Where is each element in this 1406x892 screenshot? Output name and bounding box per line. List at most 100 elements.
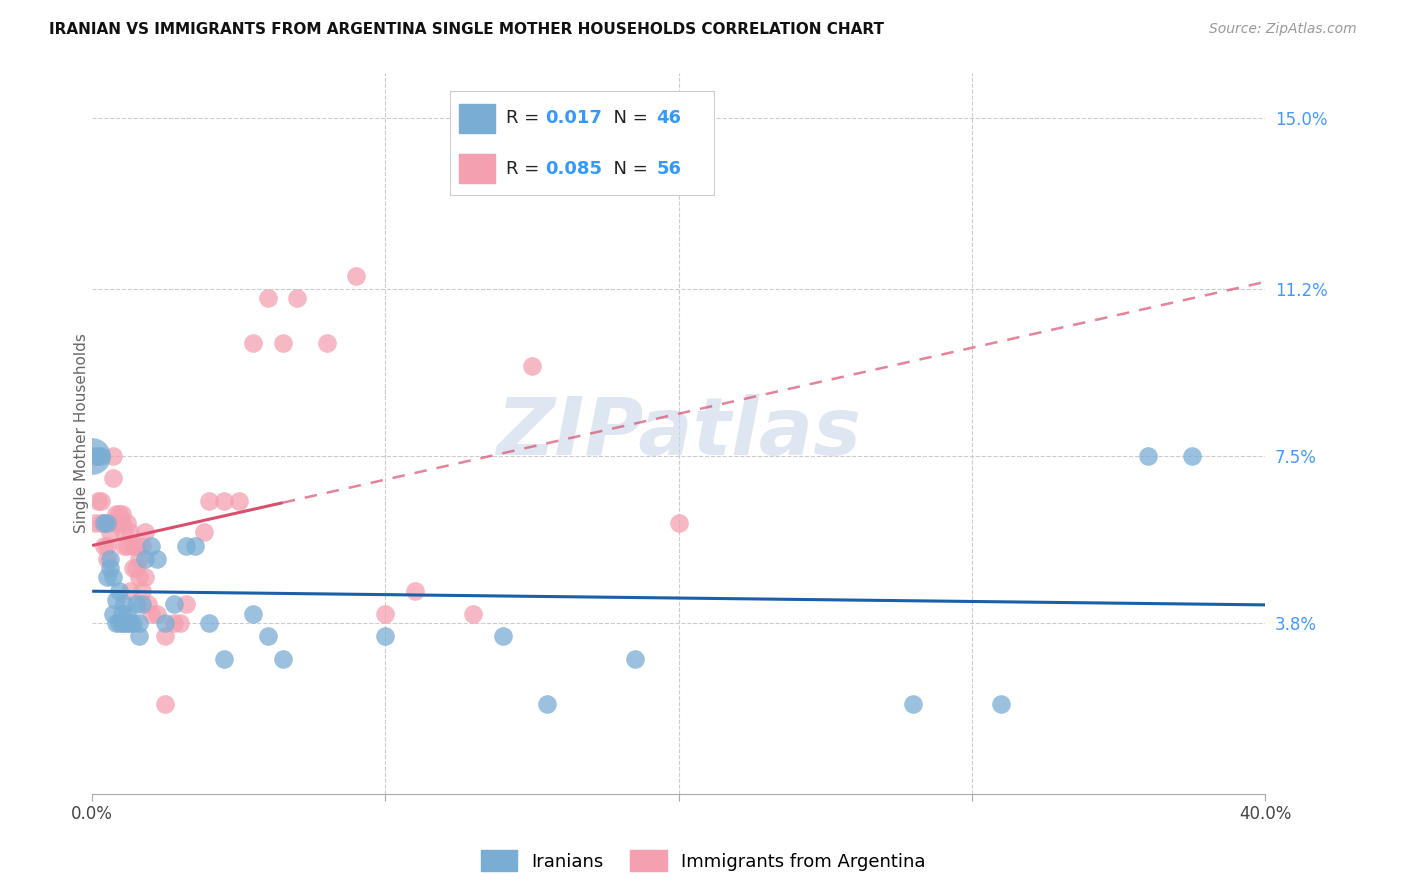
Point (271, 336, 294, 351)
Point (90, 516, 112, 531)
Point (110, 508, 132, 522)
Point (257, 291, 280, 305)
Point (271, 651, 294, 665)
Point (163, 598, 186, 612)
Point (114, 598, 136, 612)
Point (117, 539, 139, 553)
Point (87, 449, 110, 463)
Point (120, 525, 142, 540)
Point (1181, 449, 1204, 463)
Point (104, 593, 127, 607)
Point (287, 291, 309, 305)
Point (128, 570, 150, 584)
Point (101, 570, 124, 584)
Point (145, 607, 167, 621)
Point (128, 615, 150, 630)
Point (169, 615, 191, 630)
Point (155, 697, 177, 711)
Point (122, 561, 145, 575)
Point (134, 552, 156, 566)
Point (90, 449, 112, 463)
Point (257, 629, 280, 643)
Point (155, 629, 177, 643)
Point (107, 516, 129, 531)
Point (104, 516, 127, 531)
Text: 46: 46 (657, 110, 682, 128)
Point (104, 615, 127, 630)
Point (104, 508, 127, 522)
Point (125, 561, 148, 575)
Point (87, 494, 110, 508)
Point (374, 607, 396, 621)
Point (117, 516, 139, 531)
Point (84, 449, 107, 463)
Point (114, 615, 136, 630)
Legend: Iranians, Immigrants from Argentina: Iranians, Immigrants from Argentina (474, 843, 932, 879)
Point (315, 336, 337, 351)
Point (134, 525, 156, 540)
Point (520, 359, 543, 373)
Point (212, 494, 235, 508)
Point (198, 615, 221, 630)
Text: N =: N = (602, 110, 654, 128)
Point (155, 615, 177, 630)
Point (1136, 449, 1159, 463)
FancyBboxPatch shape (450, 91, 714, 195)
Bar (460, 154, 495, 183)
Point (122, 539, 145, 553)
Point (96, 552, 118, 566)
Point (623, 651, 645, 665)
Text: IRANIAN VS IMMIGRANTS FROM ARGENTINA SINGLE MOTHER HOUSEHOLDS CORRELATION CHART: IRANIAN VS IMMIGRANTS FROM ARGENTINA SIN… (49, 22, 884, 37)
Point (117, 615, 139, 630)
Text: 56: 56 (657, 160, 682, 178)
Text: 0.017: 0.017 (546, 110, 602, 128)
Point (374, 629, 396, 643)
Point (128, 629, 150, 643)
Point (131, 539, 153, 553)
Point (134, 570, 156, 584)
Point (90, 494, 112, 508)
Point (145, 552, 167, 566)
Point (536, 697, 558, 711)
Point (139, 539, 162, 553)
Text: R =: R = (506, 110, 546, 128)
Point (198, 494, 221, 508)
Point (228, 494, 250, 508)
Point (107, 615, 129, 630)
Point (131, 584, 153, 599)
Point (903, 697, 925, 711)
Point (242, 336, 264, 351)
Point (82, 449, 104, 463)
Point (128, 552, 150, 566)
Point (107, 584, 129, 599)
Point (174, 598, 197, 612)
Point (93, 516, 115, 531)
Point (120, 615, 142, 630)
Point (84, 516, 107, 531)
Point (131, 598, 153, 612)
Text: 0.085: 0.085 (546, 160, 602, 178)
Point (96, 539, 118, 553)
Point (101, 449, 124, 463)
Point (96, 570, 118, 584)
Point (110, 607, 132, 621)
Point (96, 516, 118, 531)
Bar (460, 104, 495, 133)
Point (117, 607, 139, 621)
Point (101, 607, 124, 621)
Point (404, 584, 426, 599)
Point (98, 552, 121, 566)
Point (125, 598, 148, 612)
Text: N =: N = (602, 160, 654, 178)
Point (668, 516, 690, 531)
Point (242, 607, 264, 621)
Point (990, 697, 1012, 711)
Point (463, 607, 485, 621)
Point (136, 598, 159, 612)
Point (122, 615, 145, 630)
Point (139, 607, 162, 621)
Point (184, 539, 207, 553)
Point (107, 508, 129, 522)
Y-axis label: Single Mother Households: Single Mother Households (73, 334, 89, 533)
Text: ZIPatlas: ZIPatlas (496, 394, 862, 473)
